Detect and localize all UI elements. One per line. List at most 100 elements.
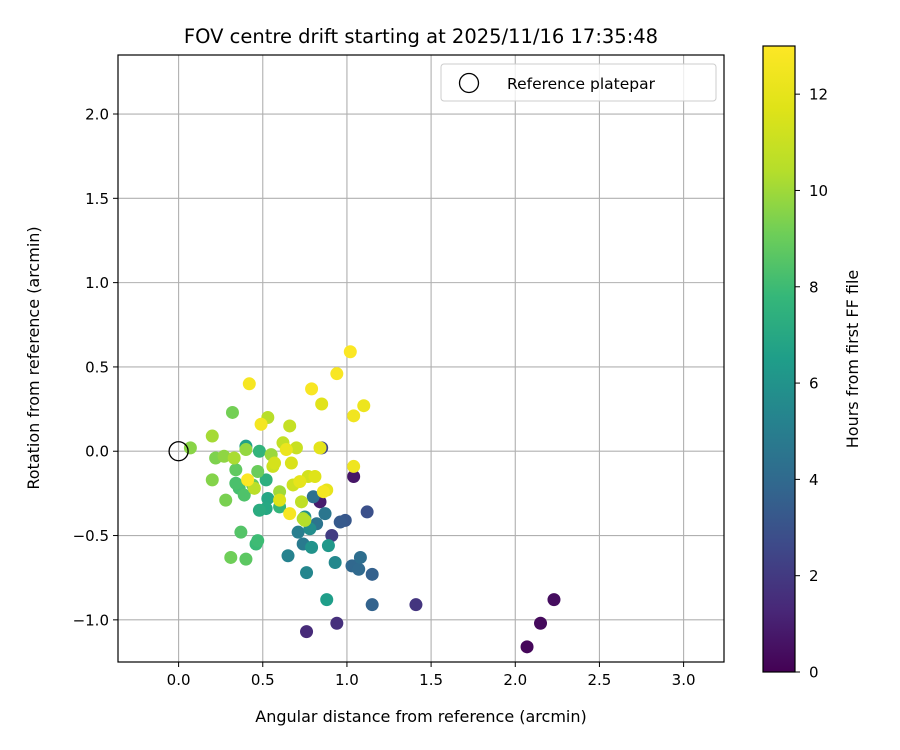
x-tick-label: 3.0 (672, 671, 696, 689)
legend-box (440, 63, 717, 102)
data-point (300, 625, 314, 639)
data-point (330, 616, 344, 630)
colorbar-tick-label: 2 (809, 567, 819, 585)
x-tick-label: 0.0 (167, 671, 191, 689)
data-point (252, 444, 266, 458)
data-point (279, 443, 293, 457)
data-point (409, 598, 423, 612)
data-point (353, 550, 367, 564)
y-tick-label: 0.0 (85, 443, 109, 461)
data-point (293, 475, 307, 489)
colorbar-tick-label: 6 (809, 375, 819, 393)
data-point (294, 495, 308, 509)
x-tick-label: 2.5 (588, 671, 612, 689)
data-point (225, 405, 239, 419)
data-point (239, 552, 253, 566)
data-point (259, 473, 273, 487)
reference-marker-layer (168, 441, 189, 462)
y-tick-label: 1.0 (85, 274, 109, 292)
data-point (365, 567, 379, 581)
data-point (520, 640, 534, 654)
data-point (547, 593, 561, 607)
data-point (205, 473, 219, 487)
data-point (315, 397, 329, 411)
chart-title: FOV centre drift starting at 2025/11/16 … (184, 25, 658, 48)
y-tick-label: 2.0 (85, 106, 109, 124)
data-point (273, 493, 287, 507)
legend-reference-marker (458, 72, 480, 94)
data-point (347, 470, 361, 484)
data-point (305, 382, 319, 396)
data-point (183, 441, 197, 455)
data-point (234, 525, 248, 539)
data-point (205, 429, 219, 443)
data-point (289, 441, 303, 455)
legend: Reference platepar (440, 63, 717, 102)
data-point (347, 409, 361, 423)
data-point (254, 417, 268, 431)
data-point (347, 459, 361, 473)
data-point (252, 503, 266, 517)
scatter-series (183, 345, 561, 654)
data-point (360, 505, 374, 519)
colorbar-tick-label: 4 (809, 471, 819, 489)
data-point (281, 549, 295, 563)
data-point (283, 419, 297, 433)
data-point (357, 399, 371, 413)
data-point (239, 443, 253, 457)
x-tick-label: 1.0 (335, 671, 359, 689)
data-point (318, 507, 332, 521)
legend-label: Reference platepar (507, 75, 656, 93)
data-point (325, 529, 339, 543)
colorbar-tick-label: 12 (809, 86, 828, 104)
x-tick-label: 2.0 (503, 671, 527, 689)
data-point (261, 491, 275, 505)
data-point (365, 598, 379, 612)
colorbar-axis: 0 2 4 6 8 10 12 (795, 86, 828, 682)
data-point (320, 593, 334, 607)
data-point (224, 550, 238, 564)
data-point (306, 490, 320, 504)
data-point (229, 476, 243, 490)
colorbar-tick-label: 8 (809, 278, 819, 296)
grid-lines (118, 55, 724, 662)
data-point (308, 470, 322, 484)
x-axis: 0.0 0.5 1.0 1.5 2.0 2.5 3.0 (167, 662, 696, 689)
data-point (241, 473, 255, 487)
x-tick-label: 1.5 (419, 671, 443, 689)
data-point (343, 345, 357, 359)
data-point (227, 451, 241, 465)
y-tick-label: 0.5 (85, 358, 109, 376)
data-point (217, 449, 231, 463)
data-point (251, 464, 265, 478)
data-point (534, 616, 548, 630)
colorbar (763, 46, 795, 672)
colorbar-label: Hours from first FF file (843, 270, 862, 449)
data-point (242, 377, 256, 391)
data-point (328, 556, 342, 570)
y-tick-label: 1.5 (85, 190, 109, 208)
data-point (291, 525, 305, 539)
data-point (330, 367, 344, 381)
colorbar-tick-label: 0 (809, 664, 819, 682)
data-point (268, 456, 282, 470)
data-point (237, 488, 251, 502)
data-point (313, 441, 327, 455)
data-point (219, 493, 233, 507)
y-tick-label: −0.5 (73, 527, 109, 545)
y-tick-label: −1.0 (73, 611, 109, 629)
data-point (284, 456, 298, 470)
data-point (352, 562, 366, 576)
data-point (300, 566, 314, 580)
data-point (283, 507, 297, 521)
x-axis-label: Angular distance from reference (arcmin) (255, 707, 586, 726)
data-point (321, 539, 335, 553)
data-point (333, 515, 347, 529)
plot-frame (117, 54, 725, 663)
data-point (316, 485, 330, 499)
data-point (251, 534, 265, 548)
colorbar-frame (762, 45, 796, 673)
reference-platepar-marker (168, 441, 189, 462)
data-point (229, 463, 243, 477)
